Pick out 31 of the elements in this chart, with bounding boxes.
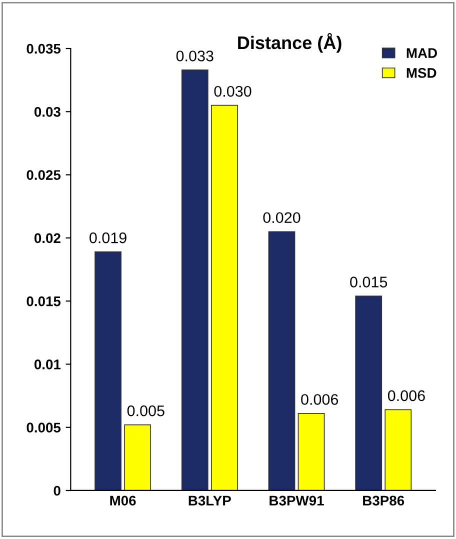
y-tick-label: 0 [54, 486, 60, 496]
x-tick-label: B3PW91 [270, 496, 324, 506]
data-label: 0.019 [90, 232, 126, 244]
y-tick-label: 0.025 [26, 170, 61, 180]
x-tick-label: M06 [110, 496, 136, 506]
legend-label: MSD [406, 68, 436, 78]
legend-label: MAD [406, 48, 437, 58]
bar [298, 413, 325, 490]
bar [181, 70, 208, 490]
y-tick-label: 0.01 [34, 360, 61, 370]
data-label: 0.015 [350, 276, 388, 288]
x-tick-label: B3P86 [363, 496, 404, 506]
bar [268, 231, 296, 490]
x-tick-label: B3LYP [188, 496, 231, 506]
chart-title: Distance (Å) [238, 33, 342, 53]
bar [355, 296, 382, 490]
data-label: 0.033 [176, 50, 214, 62]
bar [124, 424, 152, 490]
y-tick-label: 0.02 [34, 233, 60, 244]
y-tick-label: 0.015 [26, 296, 61, 306]
data-label: 0.020 [263, 212, 300, 224]
bar [210, 104, 238, 490]
data-label: 0.006 [301, 394, 338, 405]
bar [94, 251, 122, 490]
y-tick-label: 0.035 [26, 44, 61, 54]
bar [384, 409, 412, 490]
y-tick-label: 0.005 [26, 422, 61, 433]
data-label: 0.005 [127, 405, 164, 416]
y-tick-label: 0.03 [34, 106, 60, 117]
data-label: 0.006 [388, 390, 425, 402]
data-label: 0.030 [214, 86, 252, 97]
